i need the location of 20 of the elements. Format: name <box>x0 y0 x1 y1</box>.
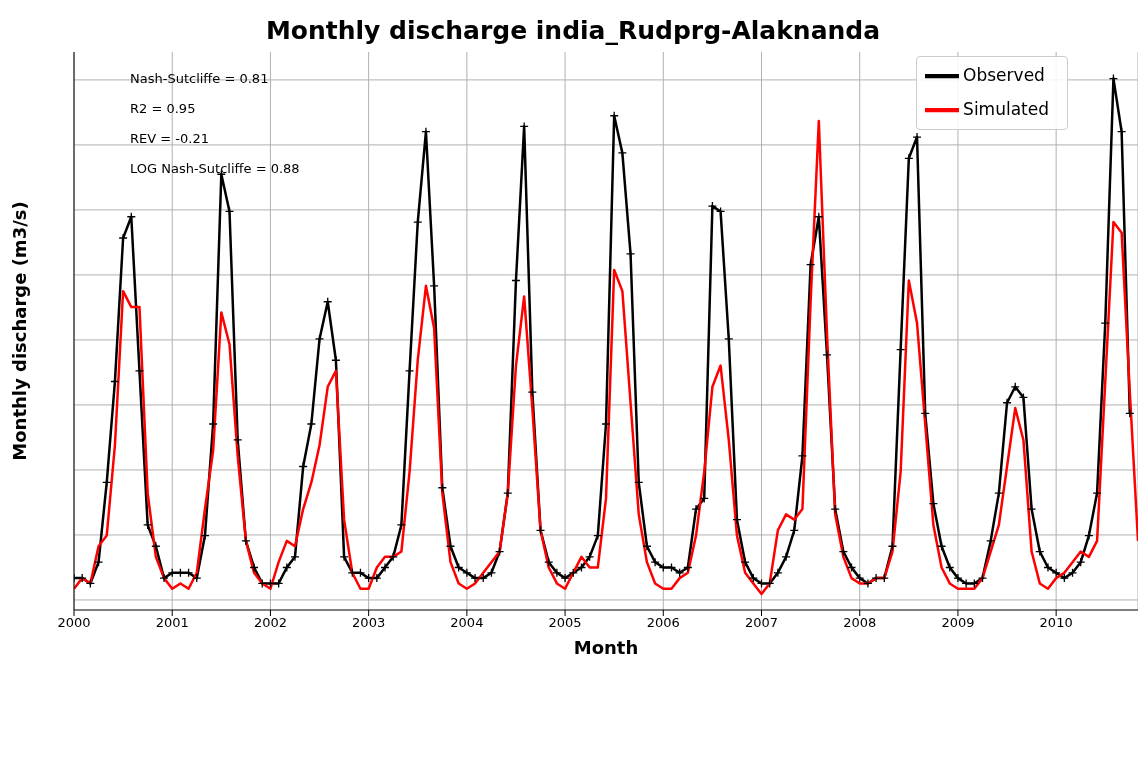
x-tick-label: 2002 <box>253 615 287 631</box>
x-tick-label: 2008 <box>843 615 877 631</box>
x-tick-label: 2005 <box>548 615 582 631</box>
legend-label: Simulated <box>963 99 1049 119</box>
x-tick-label: 2010 <box>1039 615 1073 631</box>
annotation: REV = -0.21 <box>130 130 210 148</box>
annotation: LOG Nash-Sutcliffe = 0.88 <box>130 160 300 178</box>
x-axis-title: Month <box>573 637 639 658</box>
x-tick-label: 2000 <box>57 615 91 631</box>
x-tick-label: 2001 <box>155 615 189 631</box>
x-tick-label: 2004 <box>450 615 484 631</box>
x-tick-label: 2009 <box>941 615 975 631</box>
annotation: R2 = 0.95 <box>130 100 197 118</box>
chart-title: Monthly discharge india_Rudprg-Alaknanda <box>264 16 882 45</box>
legend-label: Observed <box>963 65 1045 85</box>
x-tick-label: 2006 <box>646 615 680 631</box>
x-tick-label: 2003 <box>352 615 386 631</box>
annotation: Nash-Sutcliffe = 0.81 <box>130 70 270 88</box>
y-axis-title: Monthly discharge (m3/s) <box>9 201 31 461</box>
x-tick-label: 2007 <box>744 615 779 631</box>
